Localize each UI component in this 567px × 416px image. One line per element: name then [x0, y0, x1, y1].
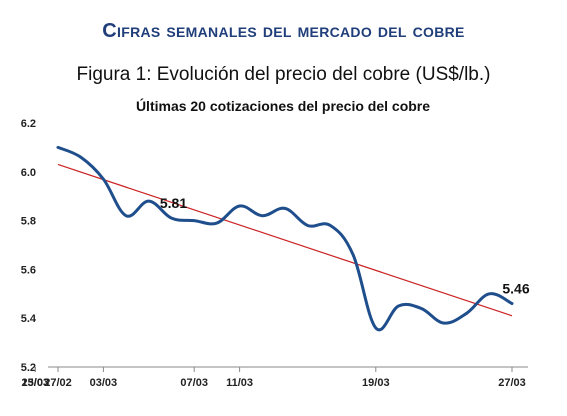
- trend-line: [57, 163, 513, 317]
- x-tick-label: 27/02: [44, 377, 72, 389]
- x-tick-label: 15/03: [22, 377, 50, 389]
- y-tick-label: 6.2: [21, 118, 36, 130]
- page-header: Cifras semanales del mercado del cobre: [102, 20, 465, 42]
- x-tick-label: 19/03: [362, 377, 390, 389]
- y-tick-label: 5.8: [21, 216, 36, 228]
- figure-caption: Figura 1: Evolución del precio del cobre…: [76, 64, 491, 85]
- x-tick-label: 23/03: [22, 377, 50, 389]
- data-label: 5.81: [160, 195, 187, 211]
- price-series-line: [56, 145, 514, 332]
- price-line-chart: Últimas 20 cotizaciones del precio del c…: [21, 97, 530, 389]
- chart-container: Últimas 20 cotizaciones del precio del c…: [0, 95, 567, 411]
- y-tick-label: 6.0: [21, 167, 36, 179]
- data-label: 5.46: [502, 281, 529, 297]
- y-tick-label: 5.4: [21, 313, 37, 325]
- y-tick-label: 5.2: [21, 362, 36, 374]
- chart-title: Últimas 20 cotizaciones del precio del c…: [136, 97, 430, 114]
- x-tick-label: 11/03: [226, 377, 253, 389]
- x-tick-label: 27/03: [498, 377, 526, 389]
- x-tick-label: 07/03: [180, 377, 208, 389]
- x-tick-label: 03/03: [90, 377, 118, 389]
- y-tick-label: 5.6: [21, 264, 36, 276]
